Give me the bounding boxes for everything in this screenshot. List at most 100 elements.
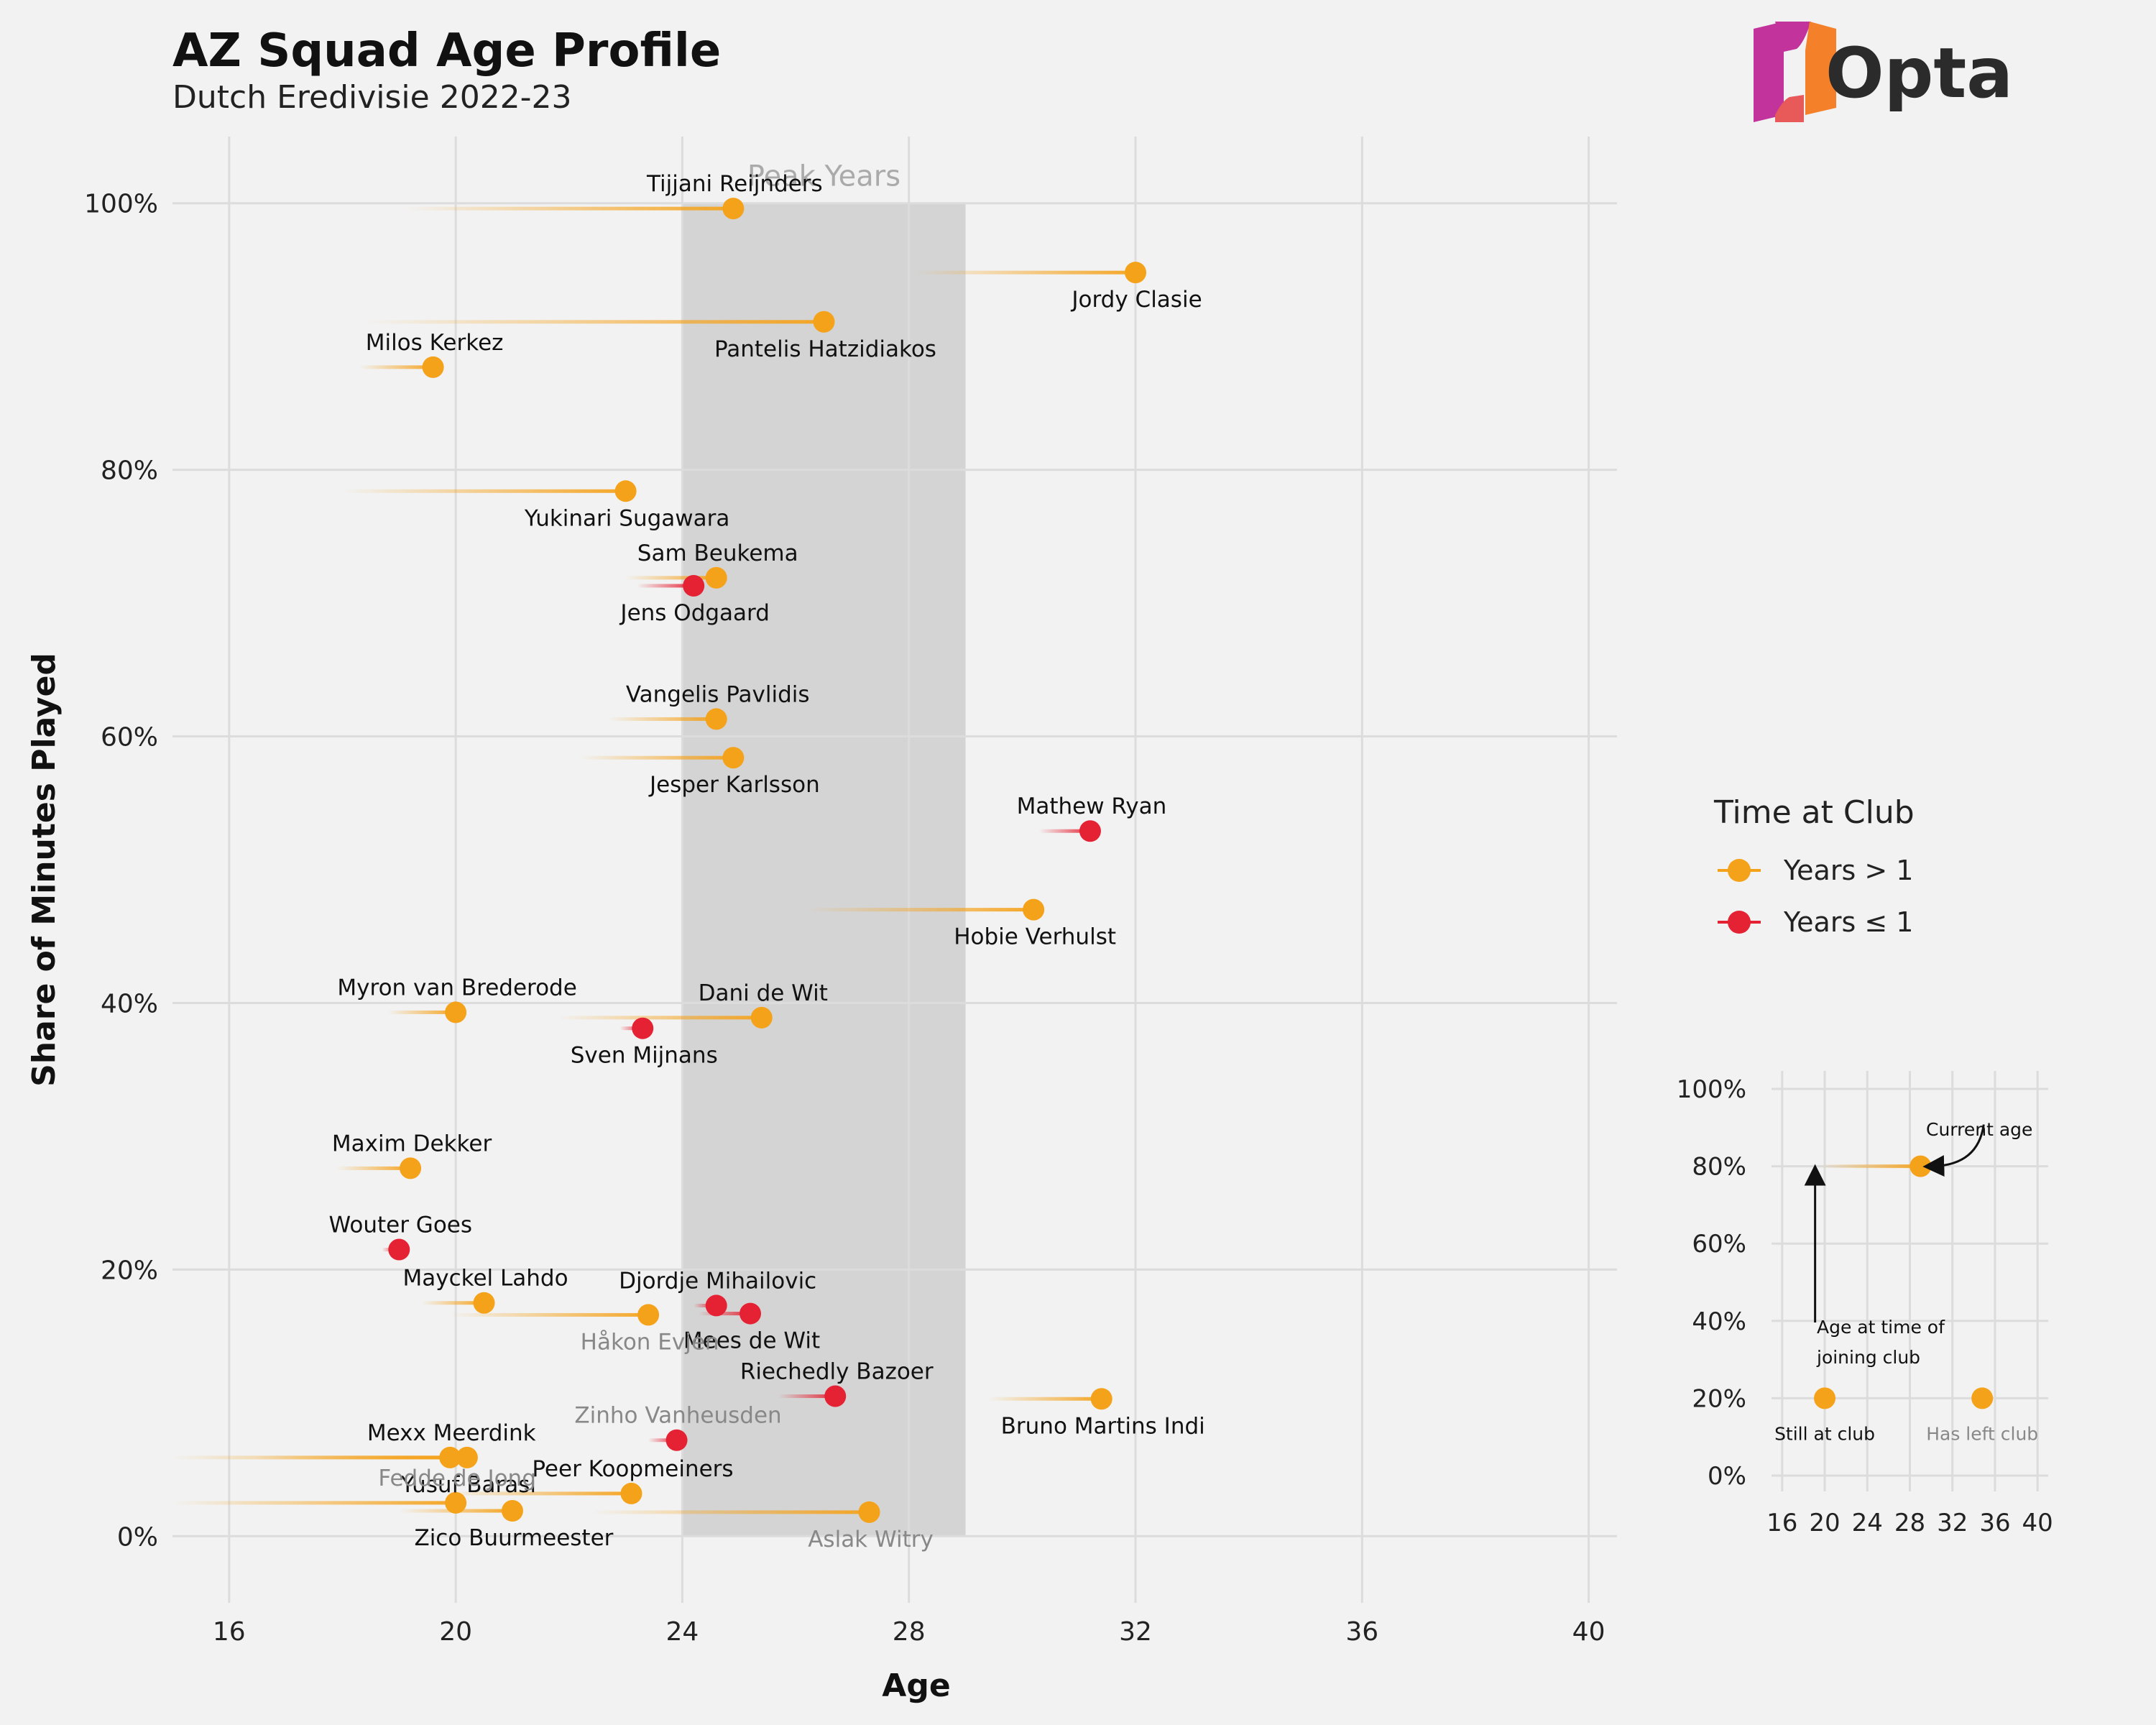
inset-still-at-club-point <box>1814 1387 1836 1409</box>
player-label-3: Milos Kerkez <box>366 330 504 356</box>
x-tick-1: 20 <box>439 1617 472 1647</box>
player-point-22 <box>665 1429 688 1451</box>
y-axis-ticks: 0% 20% 40% 60% 80% 100% <box>84 190 158 1552</box>
player-label-9: Mathew Ryan <box>1017 794 1167 819</box>
player-label-19: Håkon Evjen <box>581 1329 719 1355</box>
legend-label-short: Years ≤ 1 <box>1783 906 1913 938</box>
tenure-line-10 <box>806 908 1034 912</box>
player-label-17: Djordje Mihailovic <box>619 1268 816 1294</box>
y-tick-5: 100% <box>84 190 158 219</box>
tenure-line-7 <box>608 717 717 721</box>
player-point-25 <box>620 1482 642 1504</box>
tenure-line-3 <box>359 365 433 369</box>
player-point-15 <box>388 1238 410 1261</box>
y-tick-4: 80% <box>101 456 158 486</box>
player-label-11: Myron van Brederode <box>337 975 576 1000</box>
inset-y-tick-0: 0% <box>1708 1462 1746 1491</box>
player-point-19 <box>637 1304 660 1326</box>
player-point-21 <box>1090 1388 1112 1410</box>
tenure-line-17 <box>694 1303 717 1307</box>
player-point-23 <box>439 1446 461 1468</box>
inset-y-tick-3: 60% <box>1692 1230 1746 1259</box>
player-point-28 <box>858 1501 880 1523</box>
player-point-24 <box>456 1446 478 1468</box>
tenure-lines <box>172 206 1135 1514</box>
inset-has-left-club-point <box>1971 1387 1994 1409</box>
tenure-line-6 <box>637 584 694 588</box>
tenure-line-21 <box>988 1397 1102 1401</box>
peak-years-label: Peak Years <box>747 160 900 193</box>
player-point-27 <box>501 1500 523 1522</box>
inset-x-tick-1: 20 <box>1809 1509 1840 1537</box>
player-label-14: Maxim Dekker <box>332 1131 492 1156</box>
inset-y-tick-4: 80% <box>1692 1153 1746 1182</box>
inset-y-tick-5: 100% <box>1677 1075 1746 1104</box>
tenure-line-2 <box>365 320 824 324</box>
inset-marks <box>1804 1124 1994 1409</box>
y-tick-2: 40% <box>101 989 158 1018</box>
inset-still-at-club-label: Still at club <box>1774 1423 1875 1444</box>
inset-x-tick-4: 32 <box>1937 1509 1968 1537</box>
inset-x-tick-5: 36 <box>1979 1509 2010 1537</box>
player-point-16 <box>473 1292 495 1314</box>
player-label-6: Jens Odgaard <box>619 600 770 626</box>
legend-label-long: Years > 1 <box>1783 855 1913 886</box>
inset-ticks: 16 20 24 28 32 36 40 0% 20% 40% 60% 80% 100% <box>1677 1075 2053 1537</box>
opta-logo-text: Opta <box>1825 33 2013 114</box>
player-label-22: Zinho Vanheusden <box>574 1403 781 1429</box>
inset-x-tick-3: 28 <box>1894 1509 1925 1537</box>
tenure-line-28 <box>591 1510 870 1514</box>
chart-subtitle: Dutch Eredivisie 2022-23 <box>172 79 572 116</box>
inset-note-joining-line1: Age at time of <box>1817 1317 1945 1338</box>
x-tick-0: 16 <box>213 1617 246 1647</box>
player-point-3 <box>422 356 444 378</box>
opta-logo-icon <box>1754 22 1836 122</box>
inset-y-tick-2: 40% <box>1692 1307 1746 1336</box>
tenure-line-8 <box>580 755 734 760</box>
x-tick-4: 32 <box>1119 1617 1152 1647</box>
player-point-6 <box>683 574 705 597</box>
x-tick-5: 36 <box>1345 1617 1378 1647</box>
tenure-line-14 <box>336 1166 411 1170</box>
player-point-1 <box>1125 262 1146 284</box>
player-point-4 <box>614 480 637 502</box>
legend-marker-short <box>1728 911 1751 934</box>
y-tick-3: 60% <box>101 723 158 753</box>
y-tick-0: 0% <box>117 1522 158 1552</box>
player-point-12 <box>750 1006 773 1029</box>
player-label-24: Yusuf Barasi <box>400 1472 536 1498</box>
inset-x-tick-0: 16 <box>1766 1509 1797 1537</box>
x-tick-3: 28 <box>893 1617 926 1647</box>
inset-x-tick-2: 24 <box>1852 1509 1883 1537</box>
x-axis-title: Age <box>882 1668 950 1704</box>
player-label-25: Peer Koopmeiners <box>532 1456 733 1482</box>
player-point-0 <box>722 198 745 220</box>
player-label-5: Sam Beukema <box>637 540 798 566</box>
player-point-13 <box>632 1017 654 1039</box>
y-axis-title: Share of Minutes Played <box>26 653 63 1087</box>
player-point-9 <box>1079 820 1101 842</box>
tenure-line-20 <box>778 1394 836 1399</box>
inset-y-tick-1: 20% <box>1692 1384 1746 1413</box>
player-point-5 <box>705 566 727 589</box>
legend-item-short: Years ≤ 1 <box>1718 906 1913 938</box>
tenure-line-1 <box>914 270 1135 275</box>
player-label-27: Zico Buurmeester <box>414 1525 613 1551</box>
chart-title: AZ Squad Age Profile <box>172 24 721 78</box>
player-label-2: Pantelis Hatzidiakos <box>714 336 936 362</box>
player-labels: Tijjani Reijnders Jordy Clasie Pantelis Ha… <box>329 171 1205 1552</box>
tenure-line-11 <box>387 1010 456 1014</box>
tenure-line-19 <box>450 1312 649 1317</box>
player-point-20 <box>824 1385 847 1407</box>
player-label-1: Jordy Clasie <box>1070 287 1202 313</box>
tenure-line-4 <box>342 489 626 493</box>
player-label-4: Yukinari Sugawara <box>524 505 730 531</box>
player-point-17 <box>705 1294 727 1317</box>
player-label-7: Vangelis Pavlidis <box>626 681 810 707</box>
player-label-8: Jesper Karlsson <box>648 772 820 798</box>
player-point-10 <box>1023 898 1045 921</box>
tenure-line-16 <box>421 1301 484 1305</box>
inset-note-current-age: Current age <box>1926 1119 2032 1140</box>
player-label-13: Sven Mijnans <box>571 1043 718 1069</box>
